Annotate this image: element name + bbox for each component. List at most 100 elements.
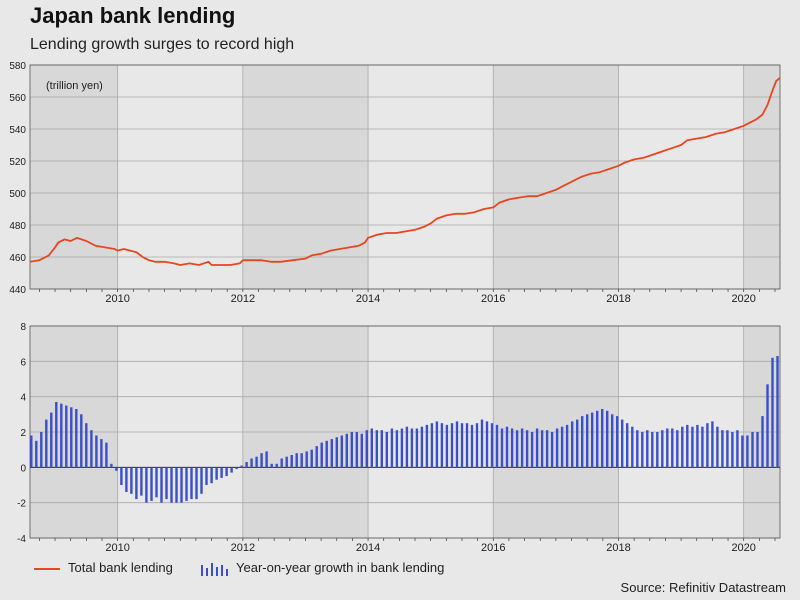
lending-x-tick-label: 2010 <box>105 293 129 305</box>
growth-x-tick-label: 2010 <box>105 542 129 554</box>
chart-subtitle: Lending growth surges to record high <box>30 36 295 53</box>
growth-bar <box>485 421 489 468</box>
lending-series-line <box>29 77 781 266</box>
growth-bar <box>100 439 103 468</box>
growth-bar <box>175 467 178 503</box>
growth-bar <box>586 414 589 468</box>
growth-bar <box>335 437 338 468</box>
growth-bar <box>105 442 108 468</box>
growth-bar <box>435 421 439 468</box>
growth-bar <box>621 419 624 468</box>
growth-bar <box>591 412 594 468</box>
unit-label: (trillion yen) <box>46 80 103 92</box>
source-note: Source: Refinitiv Datastream <box>620 580 786 595</box>
growth-bar <box>145 467 148 503</box>
growth-bar <box>571 421 574 468</box>
growth-bar <box>601 409 604 468</box>
growth-y-tick-label: -2 <box>17 499 26 510</box>
growth-bar <box>90 430 93 468</box>
growth-bar <box>565 424 569 468</box>
growth-bar <box>80 414 83 468</box>
growth-bar <box>375 430 378 468</box>
growth-bar <box>125 467 128 492</box>
growth-bar <box>505 426 509 468</box>
growth-bar <box>230 467 233 473</box>
growth-bar <box>440 423 444 468</box>
growth-bar <box>535 428 539 468</box>
growth-bar <box>611 414 614 468</box>
lending-y-tick-label: 580 <box>9 61 26 72</box>
growth-bar <box>200 467 203 494</box>
lending-plot-frame <box>29 64 781 290</box>
growth-bar <box>711 421 714 468</box>
growth-bar <box>180 467 183 503</box>
growth-y-tick-label: 6 <box>20 357 26 368</box>
growth-y-tick-label: 2 <box>20 428 26 439</box>
growth-x-tick-label: 2014 <box>356 542 380 554</box>
lending-y-tick-label: 540 <box>9 125 26 136</box>
growth-bar <box>165 467 168 500</box>
growth-bar <box>255 456 258 468</box>
growth-y-tick-label: 4 <box>20 393 26 404</box>
legend-label-growth: Year-on-year growth in bank lending <box>236 560 445 575</box>
growth-bar <box>555 428 559 468</box>
growth-bar <box>751 432 754 468</box>
growth-bar <box>295 453 298 468</box>
growth-bar <box>581 416 584 468</box>
lending-y-tick-label: 460 <box>9 253 26 264</box>
legend-line-swatch <box>34 568 60 570</box>
growth-bar <box>510 428 514 468</box>
growth-bar <box>65 405 68 468</box>
growth-bar <box>215 467 218 480</box>
growth-bar <box>681 426 684 468</box>
growth-bar <box>656 432 659 468</box>
growth-bar <box>450 423 454 468</box>
growth-x-tick-label: 2020 <box>731 542 755 554</box>
growth-bar <box>465 423 469 468</box>
growth-bar <box>300 453 303 468</box>
growth-bar <box>746 435 749 468</box>
growth-bar <box>120 467 123 485</box>
legend-label-lending: Total bank lending <box>68 560 173 575</box>
growth-bar <box>731 432 734 468</box>
growth-bar <box>626 423 629 468</box>
growth-bar <box>641 432 644 468</box>
growth-bar <box>205 467 208 485</box>
growth-bar <box>390 428 394 468</box>
growth-bar <box>355 432 358 468</box>
lending-band <box>242 65 369 289</box>
growth-bar <box>395 430 399 468</box>
growth-bar <box>706 423 709 468</box>
growth-bar <box>110 463 113 468</box>
growth-bar <box>345 433 348 468</box>
growth-plot-frame <box>29 325 781 539</box>
growth-x-tick-label: 2016 <box>481 542 505 554</box>
lending-x-tick-label: 2016 <box>481 293 505 305</box>
growth-bar <box>290 455 293 468</box>
growth-bar <box>651 432 654 468</box>
growth-bar <box>490 423 494 468</box>
growth-bar <box>365 430 368 468</box>
growth-bar <box>631 426 634 468</box>
growth-bar <box>130 467 133 494</box>
growth-bar <box>240 465 243 468</box>
growth-bar <box>776 356 779 468</box>
growth-bar <box>520 428 524 468</box>
lending-band <box>493 65 619 289</box>
lending-band <box>30 65 118 289</box>
growth-bar <box>741 435 744 468</box>
growth-bar <box>95 435 98 468</box>
growth-bar <box>475 423 479 468</box>
growth-bar <box>380 430 383 468</box>
growth-bar <box>495 424 499 468</box>
growth-bar <box>400 428 404 468</box>
growth-bar <box>40 432 43 468</box>
growth-bar <box>265 451 268 468</box>
growth-bar <box>410 428 414 468</box>
growth-bar <box>270 463 273 468</box>
growth-bar <box>736 430 739 468</box>
growth-bar <box>430 423 434 468</box>
growth-bar <box>385 432 388 468</box>
growth-bar <box>756 432 759 468</box>
